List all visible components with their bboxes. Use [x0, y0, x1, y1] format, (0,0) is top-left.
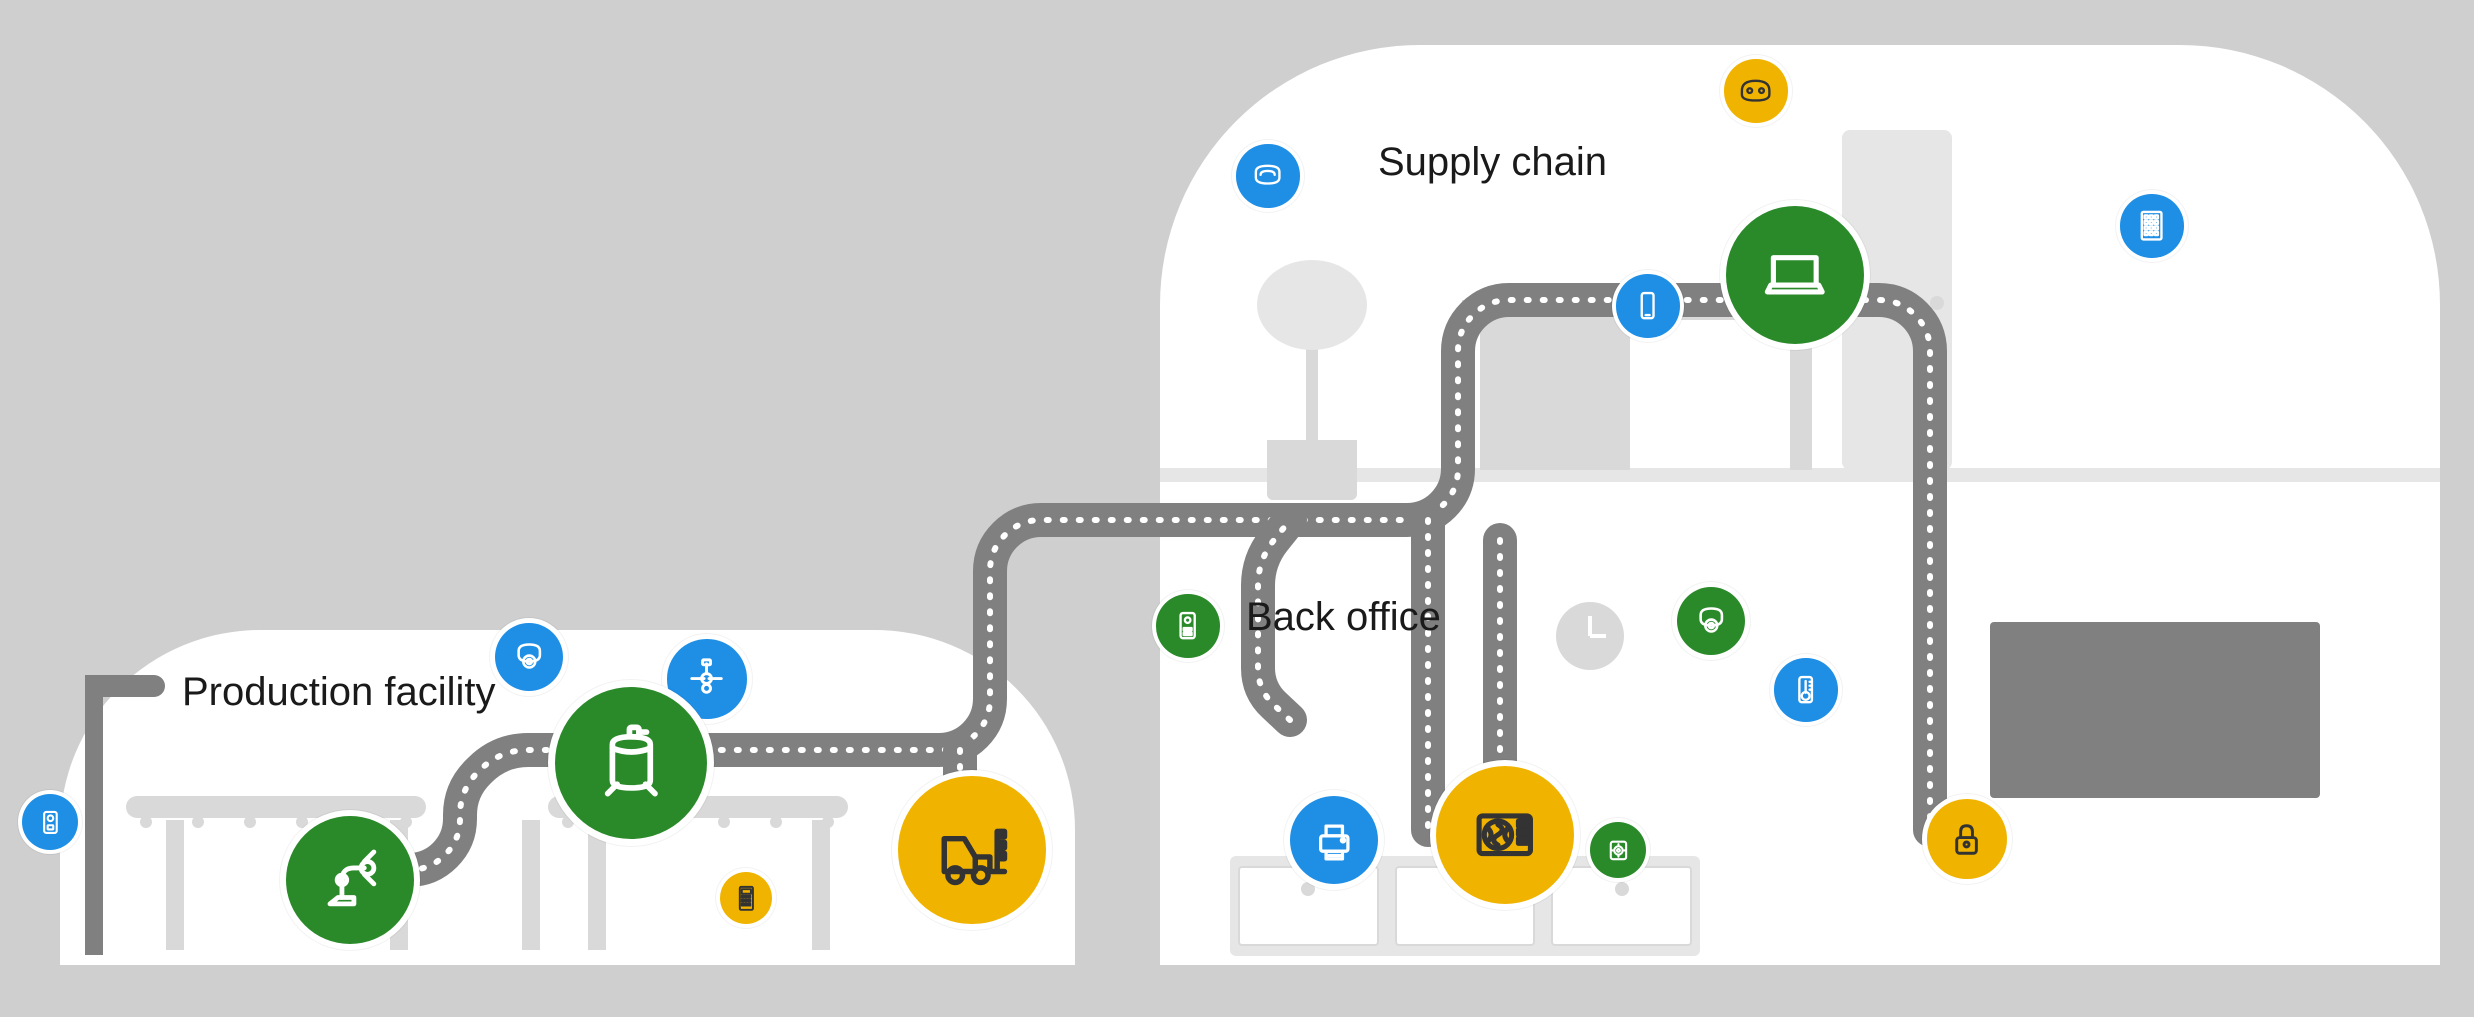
supply-label: Supply chain [1378, 140, 1607, 185]
printer-icon [1284, 790, 1384, 890]
calculator-icon-fill [720, 872, 773, 925]
laptop-icon-fill [1726, 206, 1864, 344]
robot-arm-icon-fill [286, 816, 415, 945]
connection-path [1800, 300, 1930, 830]
vr-headset-icon [1720, 55, 1792, 127]
security-camera-icon-fill [1677, 587, 1746, 656]
smoke-detector-icon-fill [1236, 144, 1299, 207]
robot-arm-icon [280, 810, 420, 950]
hvac-unit-icon-fill [1436, 766, 1574, 904]
vr-headset-icon-fill [1724, 59, 1787, 122]
forklift-icon [892, 770, 1052, 930]
diagram-canvas: Production facility Supply chain Back offi… [0, 0, 2474, 1017]
badge-reader-icon [1152, 590, 1224, 662]
safe-icon [1586, 818, 1650, 882]
keypad-icon-fill [2120, 194, 2183, 257]
forklift-icon-fill [898, 776, 1045, 923]
storage-tank-icon [548, 680, 714, 846]
smoke-detector-icon [1232, 140, 1304, 212]
thermostat-icon [1770, 654, 1842, 726]
phone-icon-fill [1616, 274, 1679, 337]
security-camera-icon [1672, 582, 1750, 660]
security-camera-icon-fill [495, 623, 564, 692]
padlock-icon-fill [1927, 799, 2006, 878]
calculator-icon [716, 868, 776, 928]
door-sensor-icon-fill [22, 794, 78, 850]
door-sensor-icon [18, 790, 82, 854]
printer-icon-fill [1290, 796, 1378, 884]
phone-icon [1612, 270, 1684, 342]
safe-icon-fill [1590, 822, 1646, 878]
laptop-icon [1720, 200, 1870, 350]
storage-tank-icon-fill [555, 687, 708, 840]
security-camera-icon [490, 618, 568, 696]
hvac-unit-icon [1430, 760, 1580, 910]
badge-reader-icon-fill [1156, 594, 1219, 657]
backoffice-label: Back office [1246, 595, 1441, 640]
production-label: Production facility [182, 670, 495, 715]
keypad-icon [2116, 190, 2188, 262]
thermostat-icon-fill [1774, 658, 1837, 721]
padlock-icon [1922, 794, 2012, 884]
